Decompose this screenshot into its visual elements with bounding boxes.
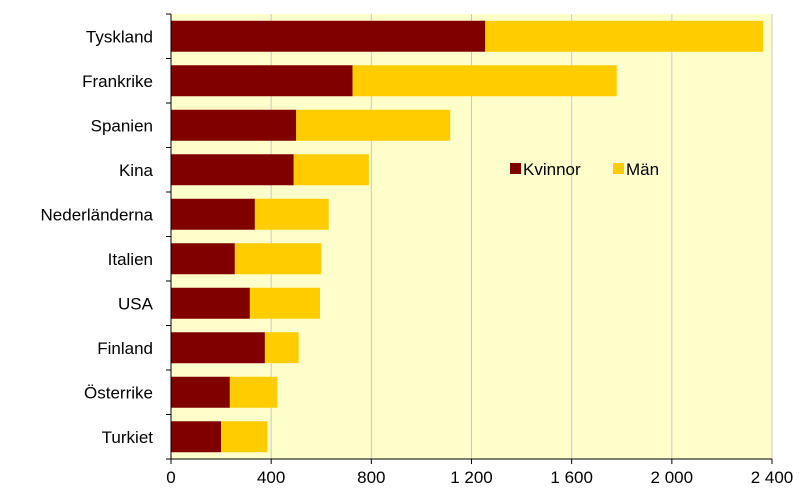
category-label: Finland [97,339,153,358]
bar-män-7 [264,332,299,364]
bar-män-2 [296,109,451,141]
bar-kvinnor-0 [171,20,486,52]
x-tick-label: 1 200 [450,468,493,487]
legend-label-män: Män [626,160,659,179]
x-tick-label: 2 400 [751,468,794,487]
legend: Kvinnor Män [510,160,659,179]
x-axis-ticks: 0 400 800 1 200 1 600 2 000 2 400 [166,459,793,487]
bar-män-5 [234,243,322,275]
bar-kvinnor-6 [171,287,250,319]
category-label: USA [118,294,154,313]
x-tick-label: 400 [257,468,285,487]
legend-label-kvinnor: Kvinnor [523,160,581,179]
category-label: Frankrike [82,72,153,91]
bar-kvinnor-8 [171,376,230,408]
x-tick-label: 1 600 [550,468,593,487]
y-axis-categories: Tyskland Frankrike Spanien Kina Nederländern… [41,13,171,460]
bar-kvinnor-3 [171,154,294,186]
category-label: Spanien [91,116,153,135]
legend-swatch-kvinnor [510,163,521,174]
bar-kvinnor-4 [171,198,255,230]
category-label: Kina [119,161,154,180]
bar-kvinnor-5 [171,243,235,275]
x-tick-label: 800 [357,468,385,487]
bars [171,20,764,453]
category-label: Tyskland [86,27,153,46]
bar-män-8 [229,376,278,408]
bar-män-0 [485,20,764,52]
x-tick-label: 2 000 [651,468,694,487]
bar-män-4 [254,198,329,230]
bar-kvinnor-7 [171,332,265,364]
category-label: Österrike [84,383,153,402]
legend-swatch-män [613,163,624,174]
category-label: Nederländerna [41,205,154,224]
bar-män-3 [293,154,369,186]
bar-män-1 [352,65,617,97]
category-label: Italien [108,250,153,269]
bar-kvinnor-1 [171,65,353,97]
bar-män-9 [221,421,268,453]
x-tick-label: 0 [166,468,175,487]
bar-kvinnor-9 [171,421,222,453]
category-label: Turkiet [102,428,154,447]
bar-kvinnor-2 [171,109,297,141]
bar-män-6 [249,287,320,319]
